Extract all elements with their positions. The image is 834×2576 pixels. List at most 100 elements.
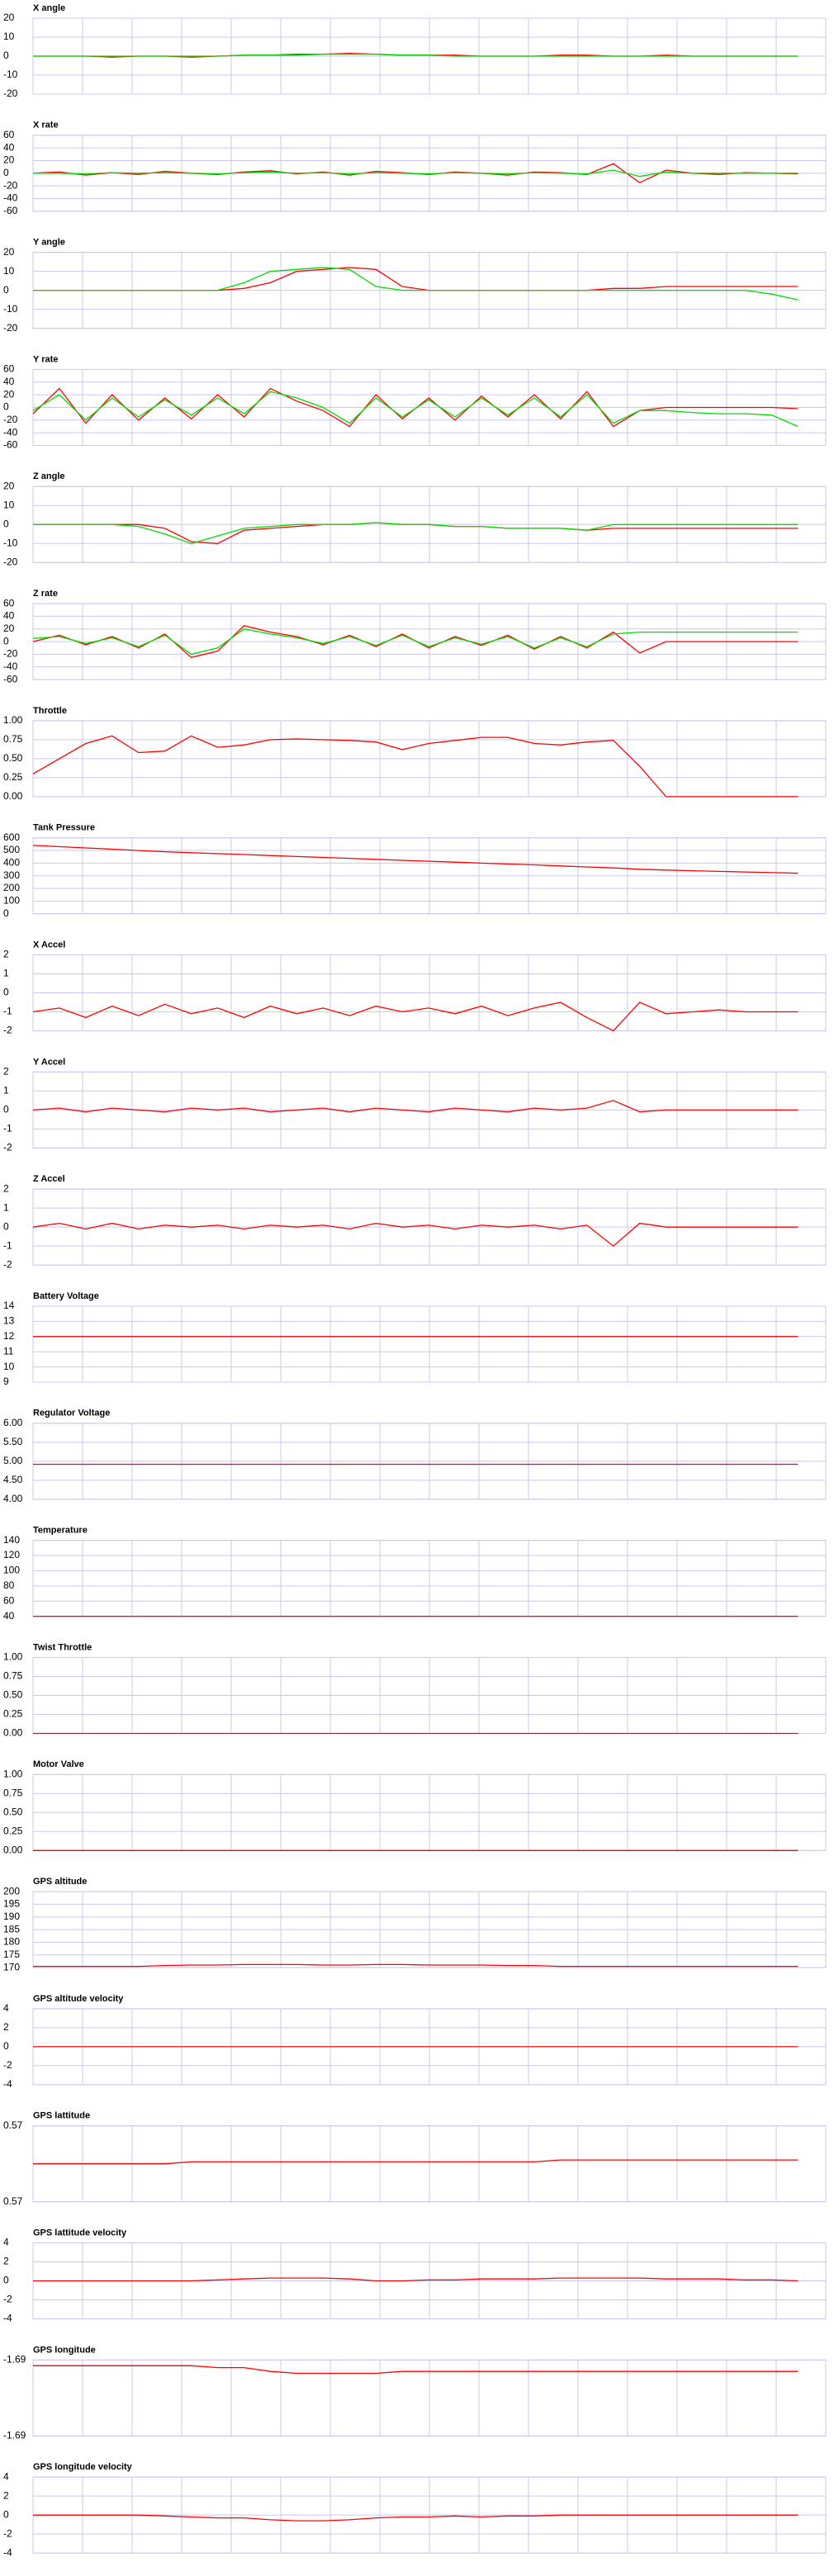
series-line: [33, 2277, 798, 2282]
y-tick-label: -10: [3, 303, 18, 315]
y-tick-label: -60: [3, 205, 18, 216]
y-tick-label: -2: [3, 2059, 12, 2071]
chart-title: GPS longitude velocity: [33, 2462, 133, 2472]
y-tick-label: 0.75: [3, 1787, 23, 1798]
y-tick-label: 400: [3, 857, 20, 869]
chart-title: Temperature: [33, 1526, 88, 1536]
y-tick-label: 80: [3, 1579, 15, 1591]
y-tick-label: 195: [3, 1898, 20, 1910]
series-line: [32, 628, 798, 656]
y-tick-label: -2: [3, 2527, 12, 2539]
series-line: [32, 1100, 798, 1113]
y-tick-label: 0: [3, 1220, 9, 1232]
y-tick-label: 20: [3, 12, 15, 23]
chart-title: X rate: [33, 121, 59, 130]
chart-title: Y Accel: [33, 1057, 65, 1067]
y-tick-label: 0.75: [3, 733, 23, 745]
series-line: [32, 1002, 798, 1032]
y-tick-label: 0: [3, 2040, 9, 2052]
chart-title: Motor Valve: [33, 1759, 84, 1769]
y-tick-label: 60: [3, 363, 15, 375]
series-line: [33, 1963, 798, 1968]
y-tick-label: 6.00: [3, 1417, 23, 1428]
chart-title: Z rate: [33, 589, 58, 599]
y-tick-label: 2: [3, 949, 9, 960]
series-line: [33, 2159, 798, 2165]
y-tick-label: -2: [3, 1025, 12, 1036]
y-tick-label: 20: [3, 154, 15, 166]
y-tick-label: 4: [3, 2470, 9, 2482]
y-tick-label: -2: [3, 1258, 12, 1270]
y-tick-label: 0.00: [3, 790, 23, 802]
y-tick-label: 4.50: [3, 1474, 23, 1485]
y-tick-label: 180: [3, 1936, 20, 1948]
y-tick-label: 5.50: [3, 1436, 23, 1447]
y-tick-label: -1.69: [3, 2354, 26, 2365]
y-tick-label: 2: [3, 1066, 9, 1077]
y-tick-label: -2: [3, 2294, 12, 2305]
y-tick-label: 1.00: [3, 1651, 23, 1663]
y-tick-label: 600: [3, 831, 20, 843]
y-tick-label: 11: [3, 1345, 14, 1357]
y-tick-label: 12: [3, 1330, 15, 1342]
series-line: [32, 845, 798, 874]
y-tick-label: 40: [3, 610, 15, 622]
y-tick-label: 4.00: [3, 1493, 23, 1504]
y-tick-label: -40: [3, 661, 18, 672]
y-tick-label: 13: [3, 1315, 15, 1327]
y-tick-label: 0: [3, 2275, 9, 2286]
y-tick-label: 0: [3, 1104, 9, 1115]
y-tick-label: 100: [3, 1565, 20, 1576]
y-tick-label: -20: [3, 179, 18, 191]
y-tick-label: -60: [3, 439, 18, 451]
chart-title: Battery Voltage: [33, 1291, 99, 1301]
y-tick-label: 0.25: [3, 1708, 23, 1720]
y-tick-label: 0: [3, 401, 9, 413]
y-tick-label: -1: [3, 1006, 12, 1017]
chart-title: Z angle: [33, 471, 65, 481]
y-tick-label: 20: [3, 480, 15, 491]
y-tick-label: 60: [3, 129, 15, 140]
y-tick-label: -2: [3, 1142, 12, 1153]
y-tick-label: 5.00: [3, 1455, 23, 1466]
y-tick-label: -1: [3, 1123, 12, 1134]
chart-title: X angle: [33, 3, 65, 13]
y-tick-label: -20: [3, 414, 18, 425]
y-tick-label: 0.75: [3, 1670, 23, 1682]
y-tick-label: 40: [3, 376, 15, 387]
y-tick-label: 0: [3, 50, 9, 61]
series-line: [32, 735, 798, 798]
y-tick-label: 0: [3, 284, 9, 296]
y-tick-label: 20: [3, 623, 15, 634]
y-tick-label: 0.00: [3, 1844, 23, 1855]
y-tick-label: 0: [3, 987, 9, 998]
y-tick-label: 2: [3, 2256, 9, 2267]
y-tick-label: 200: [3, 882, 20, 893]
y-tick-label: 190: [3, 1911, 20, 1922]
y-tick-label: 4: [3, 2237, 9, 2248]
chart-title: Throttle: [33, 706, 67, 716]
y-tick-label: -20: [3, 648, 18, 660]
series-line: [33, 522, 798, 544]
series-line: [33, 2365, 798, 2375]
chart-title: Twist Throttle: [33, 1642, 92, 1652]
y-tick-label: 0: [3, 2508, 9, 2520]
series-line: [33, 169, 798, 178]
y-tick-label: 60: [3, 1594, 15, 1606]
chart-title: GPS lattitude: [33, 2111, 90, 2121]
y-tick-label: -4: [3, 2546, 12, 2558]
y-tick-label: -10: [3, 537, 18, 548]
series-line: [33, 54, 798, 57]
chart-title: Y rate: [33, 354, 58, 364]
y-tick-label: 0: [3, 635, 9, 646]
y-tick-label: 140: [3, 1534, 20, 1546]
y-tick-label: 1: [3, 1201, 9, 1213]
series-line: [32, 1222, 798, 1248]
y-tick-label: 2: [3, 2021, 9, 2033]
chart-title: GPS altitude velocity: [33, 1994, 124, 2004]
y-tick-label: 0.57: [3, 2195, 23, 2207]
chart-title: GPS lattitude velocity: [33, 2228, 127, 2237]
y-tick-label: 10: [3, 265, 15, 277]
y-tick-label: -4: [3, 2078, 12, 2090]
